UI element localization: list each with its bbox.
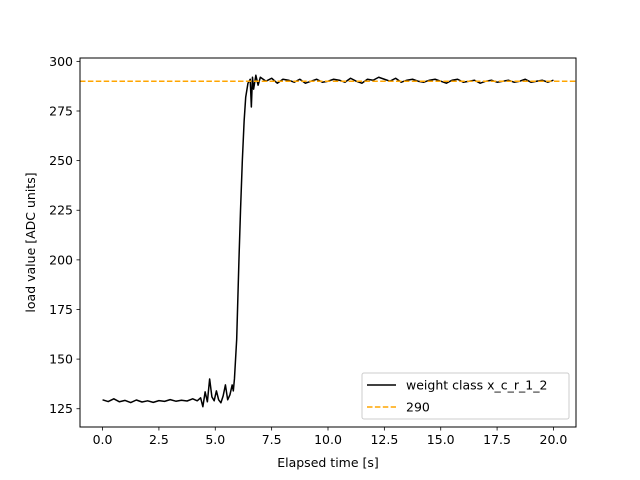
- series-layer: [80, 74, 576, 408]
- y-tick-label: 275: [49, 103, 73, 118]
- y-tick-label: 175: [49, 302, 73, 317]
- x-tick-label: 15.0: [427, 432, 455, 447]
- y-axis-label: load value [ADC units]: [23, 172, 38, 312]
- legend: weight class x_c_r_1_2 290: [361, 372, 570, 420]
- legend-box: [361, 372, 570, 420]
- x-tick-label: 20.0: [540, 432, 568, 447]
- x-tick-label: 7.5: [262, 432, 282, 447]
- y-tick-label: 125: [49, 401, 73, 416]
- x-axis: 0.0 2.5 5.0 7.5 10.0 12.5 15.0 17.5 20.0: [93, 427, 568, 447]
- x-tick-label: 10.0: [314, 432, 342, 447]
- x-axis-label: Elapsed time [s]: [277, 455, 379, 470]
- y-tick-label: 300: [49, 54, 73, 69]
- y-tick-label: 200: [49, 252, 73, 267]
- y-axis: 125 150 175 200 225 250 275 300: [49, 54, 80, 416]
- y-tick-label: 150: [49, 352, 73, 367]
- x-tick-label: 0.0: [93, 432, 113, 447]
- legend-label-weight-class: weight class x_c_r_1_2: [406, 378, 547, 393]
- y-tick-label: 225: [49, 203, 73, 218]
- x-tick-label: 12.5: [370, 432, 398, 447]
- x-tick-label: 17.5: [483, 432, 511, 447]
- x-tick-label: 5.0: [205, 432, 225, 447]
- x-tick-label: 2.5: [149, 432, 169, 447]
- y-tick-label: 250: [49, 153, 73, 168]
- series-line-weight-class: [102, 74, 554, 408]
- legend-label-threshold: 290: [406, 400, 430, 415]
